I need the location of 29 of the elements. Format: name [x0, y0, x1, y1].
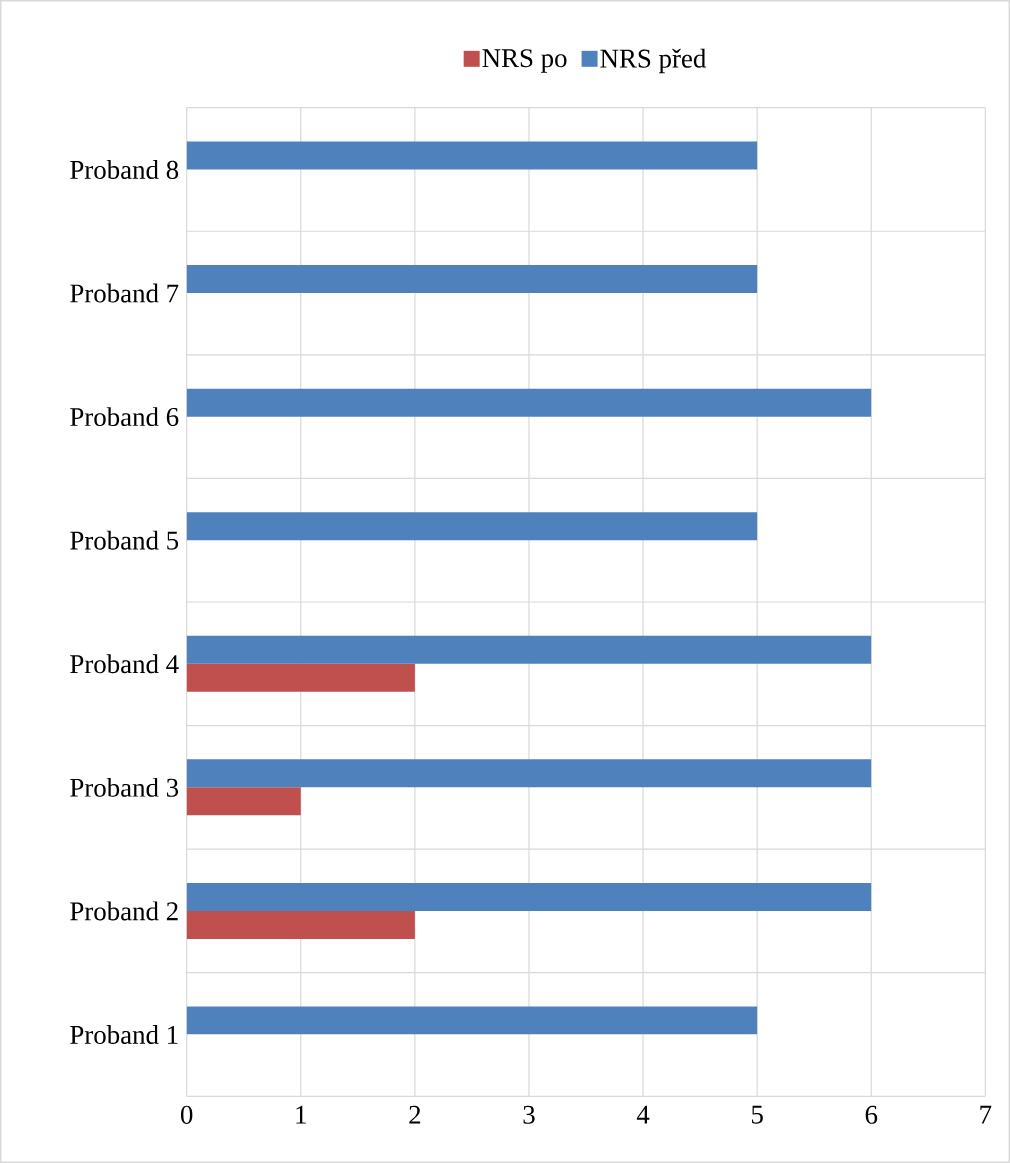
y-tick-label: Proband 2	[70, 901, 178, 921]
x-tick-label: 2	[409, 1105, 421, 1124]
legend-label: NRS před	[600, 48, 706, 74]
bar	[186, 910, 415, 939]
x-tick-label: 7	[980, 1105, 992, 1124]
x-tick-label: 6	[865, 1105, 878, 1124]
x-tick-label: 3	[523, 1105, 535, 1124]
bar	[186, 663, 415, 692]
bar	[186, 787, 301, 816]
y-tick-label: Proband 6	[70, 407, 179, 427]
x-tick-label: 5	[751, 1105, 763, 1124]
x-tick-label: 0	[180, 1105, 193, 1124]
y-tick-label: Proband 8	[70, 160, 179, 179]
y-tick-label: Proband 3	[70, 777, 179, 797]
bar	[186, 141, 758, 170]
bar	[186, 759, 872, 788]
bar	[186, 882, 872, 911]
legend-label: NRS po	[482, 49, 567, 73]
y-tick-label: Proband 1	[70, 1025, 178, 1044]
bar	[186, 265, 758, 294]
bar	[186, 512, 758, 541]
y-tick-label: Proband 7	[70, 283, 179, 303]
y-tick-label: Proband 4	[70, 654, 179, 674]
x-tick-label: 1	[296, 1105, 306, 1124]
bar	[186, 388, 872, 417]
x-tick-label: 4	[636, 1105, 650, 1124]
bar	[186, 1006, 758, 1035]
bar	[186, 635, 872, 664]
y-tick-label: Proband 5	[70, 530, 179, 550]
